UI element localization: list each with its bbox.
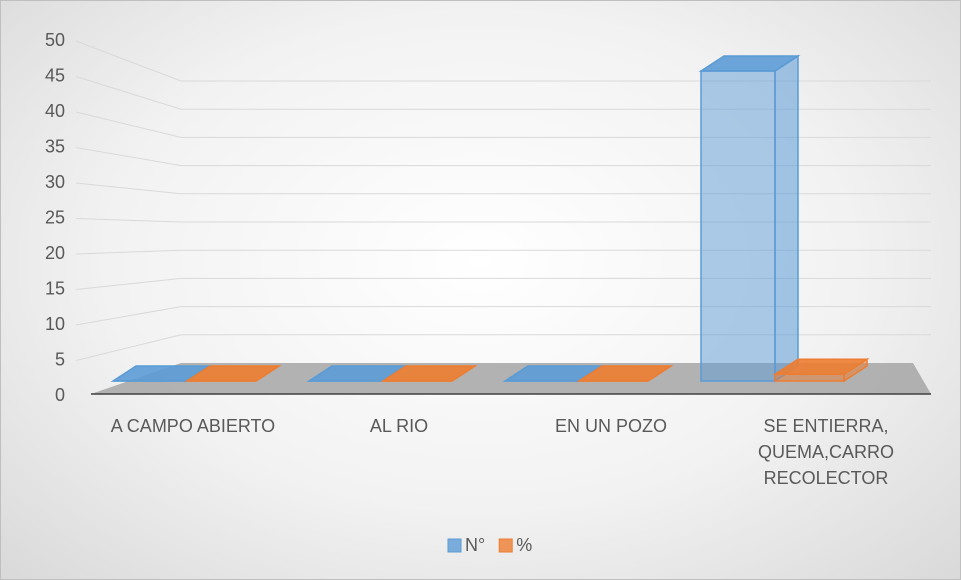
y-tick-label: 40 <box>45 101 65 121</box>
bar-top <box>576 365 674 382</box>
y-tick-label: 25 <box>45 207 65 227</box>
bar-top <box>380 365 478 382</box>
bar <box>772 357 870 383</box>
y-tick-label: 50 <box>45 30 65 50</box>
legend-swatch <box>447 538 462 553</box>
grid-line <box>75 334 931 361</box>
y-tick-label: 45 <box>45 65 65 85</box>
grid-line <box>75 111 931 138</box>
x-tick-label: AL RIO <box>369 416 429 436</box>
x-tick-label: SE ENTIERRA, QUEMA,CARRO RECOLECTOR <box>757 416 894 488</box>
bar-top <box>184 365 282 382</box>
x-tick-label: A CAMPO ABIERTO <box>110 416 276 436</box>
y-tick-label: 35 <box>45 136 65 156</box>
grid-line <box>75 182 931 195</box>
x-tick-label: EN UN POZO <box>554 416 667 436</box>
grid-line <box>75 40 931 82</box>
y-tick-label: 30 <box>45 172 65 192</box>
y-tick-label: 10 <box>45 314 65 334</box>
y-tick-label: 15 <box>45 278 65 298</box>
bar-top <box>772 358 870 376</box>
legend-label: % <box>516 535 532 555</box>
legend-label: N° <box>465 535 485 555</box>
bar-top <box>698 55 801 72</box>
grid-line <box>75 306 931 326</box>
bar-front <box>774 373 845 382</box>
grid-line <box>75 147 931 167</box>
bar <box>184 365 282 382</box>
grid-line <box>75 76 931 110</box>
bar <box>380 365 478 382</box>
legend-swatch <box>498 538 513 553</box>
grid-line <box>75 218 931 223</box>
bar-front <box>700 70 776 382</box>
y-tick-label: 5 <box>55 349 65 369</box>
y-tick-label: 20 <box>45 243 65 263</box>
bar <box>576 365 674 382</box>
grid-line <box>75 277 931 290</box>
y-tick-label: 0 <box>55 385 65 405</box>
bar-side <box>774 54 799 383</box>
bar <box>698 54 801 383</box>
grid-line <box>75 249 931 255</box>
